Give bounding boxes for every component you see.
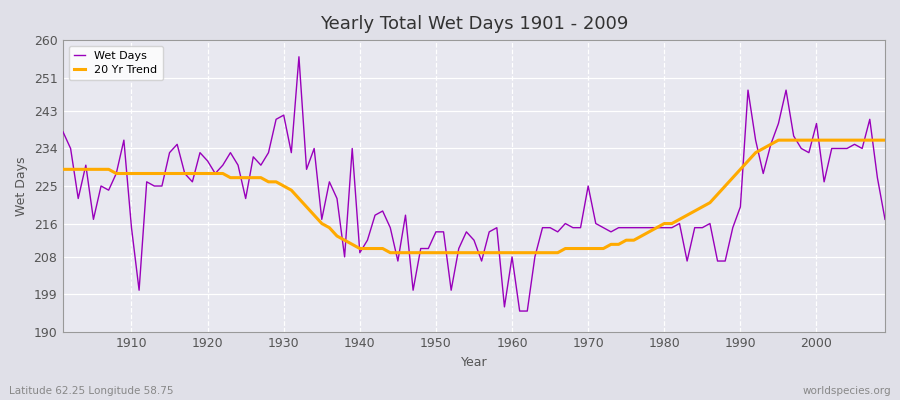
20 Yr Trend xyxy=(331,234,342,238)
Title: Yearly Total Wet Days 1901 - 2009: Yearly Total Wet Days 1901 - 2009 xyxy=(320,15,628,33)
Wet Days xyxy=(58,130,68,134)
20 Yr Trend xyxy=(879,138,890,142)
Wet Days xyxy=(339,254,350,259)
Wet Days xyxy=(293,54,304,59)
Wet Days xyxy=(119,138,130,142)
20 Yr Trend xyxy=(119,171,130,176)
20 Yr Trend xyxy=(286,188,297,192)
Wet Days xyxy=(286,150,297,155)
Wet Days xyxy=(522,309,533,314)
Line: 20 Yr Trend: 20 Yr Trend xyxy=(63,140,885,253)
20 Yr Trend xyxy=(58,167,68,172)
Line: Wet Days: Wet Days xyxy=(63,57,885,311)
20 Yr Trend xyxy=(773,138,784,142)
Wet Days xyxy=(514,309,525,314)
Text: worldspecies.org: worldspecies.org xyxy=(803,386,891,396)
X-axis label: Year: Year xyxy=(461,356,487,369)
Wet Days xyxy=(613,225,624,230)
20 Yr Trend xyxy=(507,250,517,255)
Legend: Wet Days, 20 Yr Trend: Wet Days, 20 Yr Trend xyxy=(68,46,163,80)
Wet Days xyxy=(879,217,890,222)
Wet Days xyxy=(507,254,517,259)
Y-axis label: Wet Days: Wet Days xyxy=(15,156,28,216)
20 Yr Trend xyxy=(514,250,525,255)
Text: Latitude 62.25 Longitude 58.75: Latitude 62.25 Longitude 58.75 xyxy=(9,386,174,396)
20 Yr Trend xyxy=(606,242,616,247)
20 Yr Trend xyxy=(385,250,396,255)
